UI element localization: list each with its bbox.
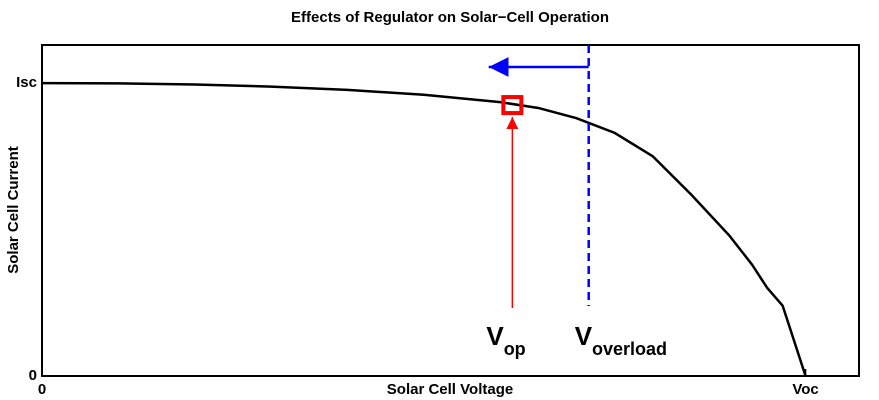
x-tick-label: Voc (792, 381, 818, 398)
y-tick-label: Isc (16, 74, 37, 91)
annotation: Vop (486, 321, 525, 359)
annotation: Voverload (575, 321, 667, 359)
annotation-sub: overload (592, 339, 667, 359)
operating-point (501, 95, 524, 116)
annotation-main: V (575, 321, 593, 351)
plot-frame (41, 44, 860, 377)
chart-title: Effects of Regulator on Solar−Cell Opera… (291, 9, 609, 26)
x-axis-label: Solar Cell Voltage (387, 381, 513, 398)
x-tick-label: 0 (38, 381, 46, 398)
annotation-main: V (486, 321, 504, 351)
iv-curve (41, 81, 807, 377)
annotation-sub: op (504, 339, 526, 359)
y-axis-label: Solar Cell Current (5, 146, 22, 274)
y-tick-label: 0 (29, 367, 37, 384)
